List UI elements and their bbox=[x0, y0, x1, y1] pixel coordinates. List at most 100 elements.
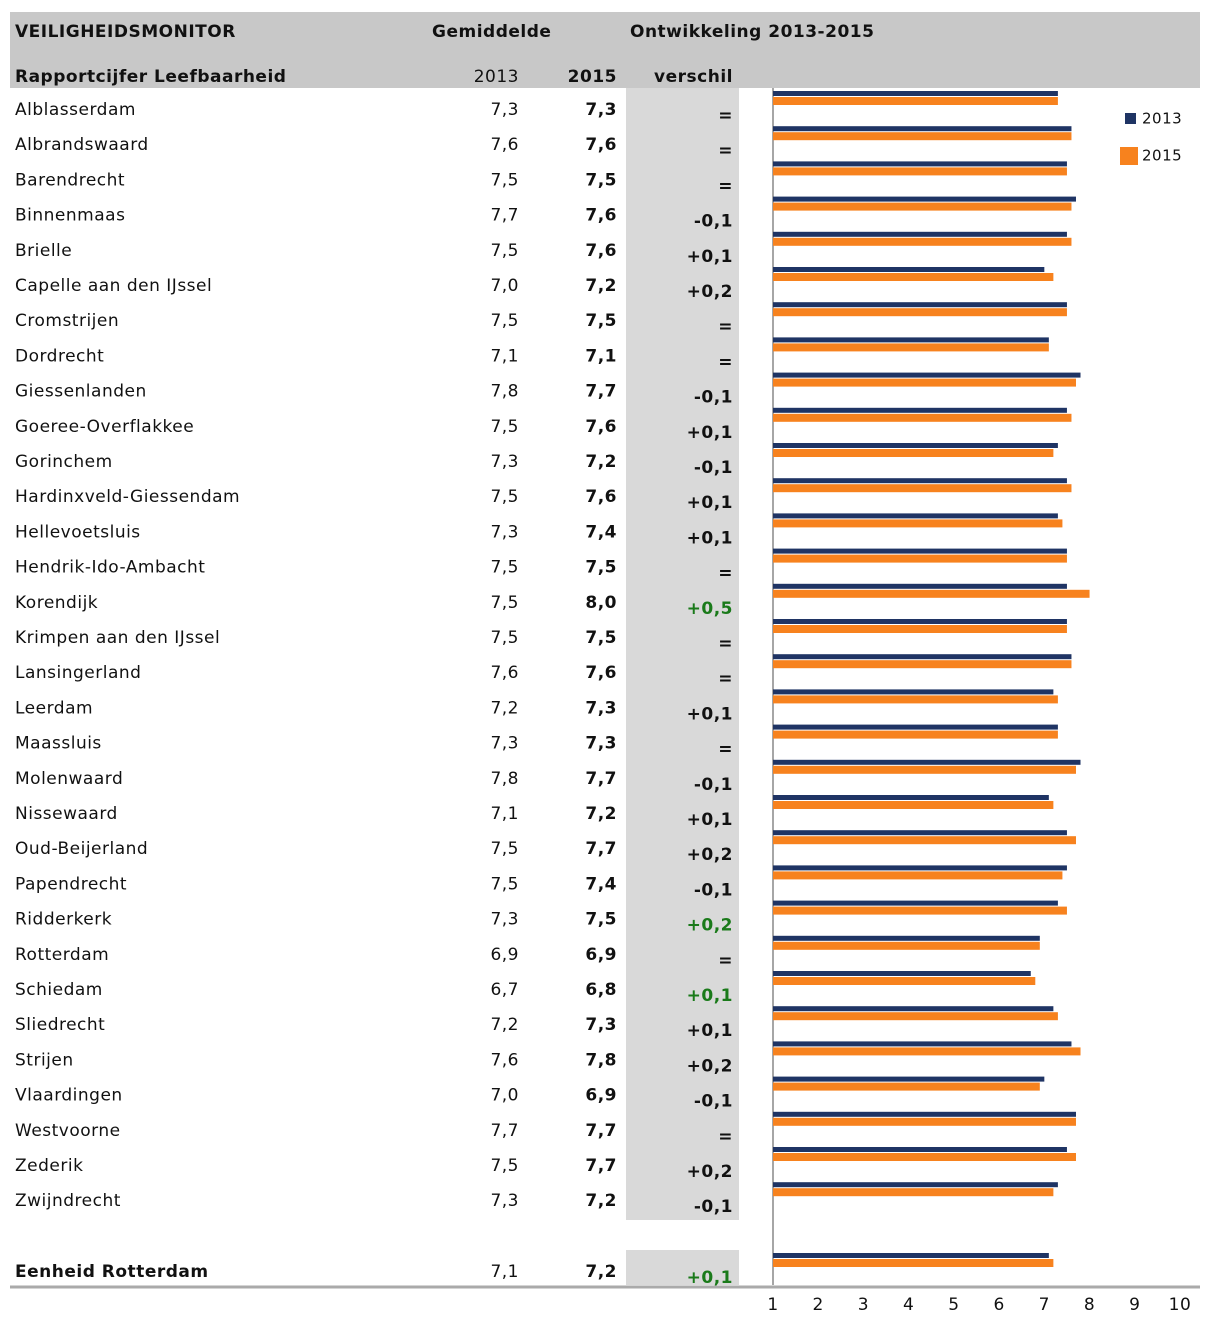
bar bbox=[773, 273, 1054, 281]
bar bbox=[773, 759, 1081, 765]
bar bbox=[773, 337, 1049, 343]
value-label: 7,2 bbox=[585, 452, 617, 472]
bar bbox=[773, 941, 1040, 950]
value-label: 6,9 bbox=[585, 1086, 617, 1106]
x-tick-label: 9 bbox=[1129, 1295, 1140, 1315]
category-label: Cromstrijen bbox=[15, 311, 119, 331]
bar bbox=[773, 871, 1063, 880]
value-label: 7,5 bbox=[585, 628, 617, 648]
difference-label: = bbox=[718, 951, 733, 971]
bar bbox=[773, 513, 1058, 519]
bar bbox=[773, 765, 1076, 774]
bar bbox=[773, 91, 1058, 96]
value-label: 7,5 bbox=[585, 910, 617, 930]
difference-label: = bbox=[718, 352, 733, 372]
category-label: Hellevoetsluis bbox=[15, 522, 141, 542]
bar bbox=[773, 478, 1067, 484]
difference-label: +0,1 bbox=[687, 1268, 733, 1288]
category-label: Krimpen aan den IJssel bbox=[15, 628, 220, 648]
value-label: 7,6 bbox=[490, 663, 519, 683]
value-label: 8,0 bbox=[585, 593, 617, 613]
bar bbox=[773, 1188, 1054, 1197]
value-label: 7,8 bbox=[490, 382, 519, 402]
value-label: 7,6 bbox=[585, 487, 617, 507]
bar bbox=[773, 548, 1067, 554]
difference-label: -0,1 bbox=[694, 458, 733, 478]
bar bbox=[773, 378, 1076, 387]
difference-label: = bbox=[718, 669, 733, 689]
bar bbox=[773, 906, 1067, 915]
value-label: 7,5 bbox=[490, 593, 519, 613]
bar bbox=[773, 554, 1067, 563]
x-tick-label: 6 bbox=[993, 1295, 1004, 1315]
bar bbox=[773, 1147, 1067, 1152]
value-label: 7,3 bbox=[490, 522, 519, 542]
bar bbox=[773, 1082, 1040, 1091]
value-label: 7,2 bbox=[490, 1015, 519, 1035]
category-label: Albrandswaard bbox=[15, 135, 149, 155]
value-label: 7,3 bbox=[585, 1015, 617, 1035]
x-tick-label: 8 bbox=[1084, 1295, 1095, 1315]
bar bbox=[773, 407, 1067, 413]
category-label: Schiedam bbox=[15, 980, 103, 1000]
value-label: 7,5 bbox=[490, 558, 519, 578]
difference-label: +0,2 bbox=[687, 845, 733, 865]
value-label: 7,5 bbox=[585, 170, 617, 190]
bar bbox=[773, 1111, 1076, 1117]
difference-label: +0,2 bbox=[687, 282, 733, 302]
bar bbox=[773, 935, 1040, 941]
indicator: Rapportcijfer Leefbaarheid bbox=[15, 67, 286, 87]
category-label: Hendrik-Ido-Ambacht bbox=[15, 558, 205, 578]
value-label: 7,6 bbox=[585, 135, 617, 155]
bar bbox=[773, 1047, 1081, 1056]
x-tick-label: 7 bbox=[1039, 1295, 1050, 1315]
difference-label: -0,1 bbox=[694, 1092, 733, 1112]
bar bbox=[773, 97, 1058, 105]
bar bbox=[773, 830, 1067, 836]
value-label: 7,7 bbox=[585, 382, 617, 402]
value-label: 7,3 bbox=[585, 734, 617, 754]
value-label: 7,3 bbox=[585, 698, 617, 718]
bar bbox=[773, 308, 1067, 317]
value-label: 6,8 bbox=[585, 980, 617, 1000]
category-label: Gorinchem bbox=[15, 452, 113, 472]
difference-label: +0,1 bbox=[687, 986, 733, 1006]
value-label: 7,5 bbox=[490, 170, 519, 190]
value-label: 7,5 bbox=[490, 311, 519, 331]
bar bbox=[773, 836, 1076, 845]
x-tick-label: 1 bbox=[767, 1295, 778, 1315]
value-label: 7,2 bbox=[585, 804, 617, 824]
value-label: 7,3 bbox=[490, 734, 519, 754]
value-label: 7,6 bbox=[490, 1050, 519, 1070]
value-label: 7,1 bbox=[490, 804, 519, 824]
category-label: Molenwaard bbox=[15, 769, 123, 789]
value-label: 7,3 bbox=[585, 100, 617, 120]
value-label: 7,7 bbox=[585, 1156, 617, 1176]
value-label: 7,5 bbox=[585, 558, 617, 578]
value-label: 7,2 bbox=[585, 276, 617, 296]
value-label: 7,3 bbox=[490, 100, 519, 120]
bar bbox=[773, 302, 1067, 308]
bar bbox=[773, 267, 1045, 272]
category-label: Lansingerland bbox=[15, 663, 141, 683]
bar bbox=[773, 1012, 1058, 1021]
value-label: 7,6 bbox=[490, 135, 519, 155]
difference-label: = bbox=[718, 176, 733, 196]
bar bbox=[773, 654, 1072, 660]
difference-band-total bbox=[626, 1250, 739, 1285]
value-label: 7,7 bbox=[585, 1121, 617, 1141]
difference-label: -0,1 bbox=[694, 1197, 733, 1217]
category-label: Dordrecht bbox=[15, 346, 104, 366]
category-label: Zwijndrecht bbox=[15, 1191, 121, 1211]
category-label: Vlaardingen bbox=[15, 1086, 123, 1106]
x-tick-label: 4 bbox=[903, 1295, 914, 1315]
value-label: 7,6 bbox=[585, 663, 617, 683]
title: VEILIGHEIDSMONITOR bbox=[15, 22, 236, 42]
difference-label: = bbox=[718, 106, 733, 126]
bar bbox=[773, 971, 1031, 976]
difference-label: = bbox=[718, 1127, 733, 1147]
value-label: 7,6 bbox=[585, 206, 617, 226]
value-label: 7,3 bbox=[490, 1191, 519, 1211]
bar bbox=[773, 583, 1067, 589]
category-label: Korendijk bbox=[15, 593, 98, 613]
